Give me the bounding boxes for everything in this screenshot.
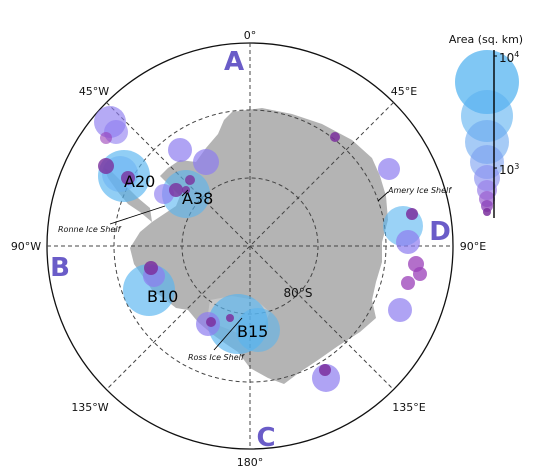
quadrant-label-c: C xyxy=(256,423,275,453)
meridian-45e-135w xyxy=(106,102,394,390)
quadrant-label-d: D xyxy=(429,217,451,247)
legend-tick-high: 104 xyxy=(499,50,519,65)
iceberg-label-b15: B15 xyxy=(237,322,268,341)
legend-tick-low: 103 xyxy=(499,162,519,177)
iceberg-bubble xyxy=(168,138,192,162)
iceberg-bubble xyxy=(378,158,400,180)
iceberg-bubble xyxy=(388,298,412,322)
ross-ice-shelf-label: Ross Ice Shelf xyxy=(188,353,245,362)
iceberg-bubble xyxy=(121,171,135,185)
iceberg-label-a20: A20 xyxy=(124,172,155,191)
iceberg-bubble xyxy=(401,276,415,290)
amery-leader xyxy=(377,191,389,202)
legend-title: Area (sq. km) xyxy=(449,33,523,46)
iceberg-label-b10: B10 xyxy=(147,287,178,306)
label-45e: 45°E xyxy=(391,85,417,98)
size-legend: Area (sq. km) 104 103 xyxy=(449,33,523,218)
iceberg-bubble xyxy=(413,267,427,281)
iceberg-bubble xyxy=(312,364,340,392)
iceberg-bubble xyxy=(319,364,331,376)
iceberg-bubble xyxy=(100,132,112,144)
amery-ice-shelf-label: Amery Ice Shelf xyxy=(387,186,452,195)
iceberg-bubble xyxy=(226,314,234,322)
ross-leader xyxy=(213,317,243,351)
iceberg-bubble xyxy=(182,186,190,194)
iceberg-bubble xyxy=(206,317,216,327)
quadrant-label-b: B xyxy=(50,253,70,283)
iceberg-bubble xyxy=(236,308,280,352)
ronne-leader xyxy=(109,205,166,225)
meridian-45w-135e xyxy=(106,102,394,390)
label-90w: 90°W xyxy=(11,240,41,253)
label-135e: 135°E xyxy=(392,401,425,414)
legend-bubble xyxy=(483,208,491,216)
label-135w: 135°W xyxy=(71,401,108,414)
a38-leader xyxy=(181,189,189,197)
leader-lines xyxy=(109,189,389,351)
label-0deg: 0° xyxy=(244,29,257,42)
iceberg-bubble xyxy=(406,208,418,220)
label-80s: 80°S xyxy=(284,286,313,300)
iceberg-bubble xyxy=(144,261,158,275)
iceberg-bubble xyxy=(396,230,420,254)
iceberg-bubble xyxy=(185,175,195,185)
label-90e: 90°E xyxy=(460,240,486,253)
iceberg-bubble xyxy=(154,184,174,204)
legend-bubble xyxy=(481,200,493,212)
iceberg-bubbles xyxy=(94,106,427,392)
label-180: 180° xyxy=(237,456,264,469)
iceberg-bubble xyxy=(169,183,183,197)
iceberg-bubble xyxy=(98,158,114,174)
iceberg-label-a38: A38 xyxy=(182,189,213,208)
graticule xyxy=(47,43,453,449)
iceberg-bubble xyxy=(193,149,219,175)
label-45w: 45°W xyxy=(79,85,109,98)
ronne-ice-shelf-label: Ronne Ice Shelf xyxy=(58,225,122,234)
quadrant-label-a: A xyxy=(224,47,244,77)
iceberg-bubble xyxy=(330,132,340,142)
